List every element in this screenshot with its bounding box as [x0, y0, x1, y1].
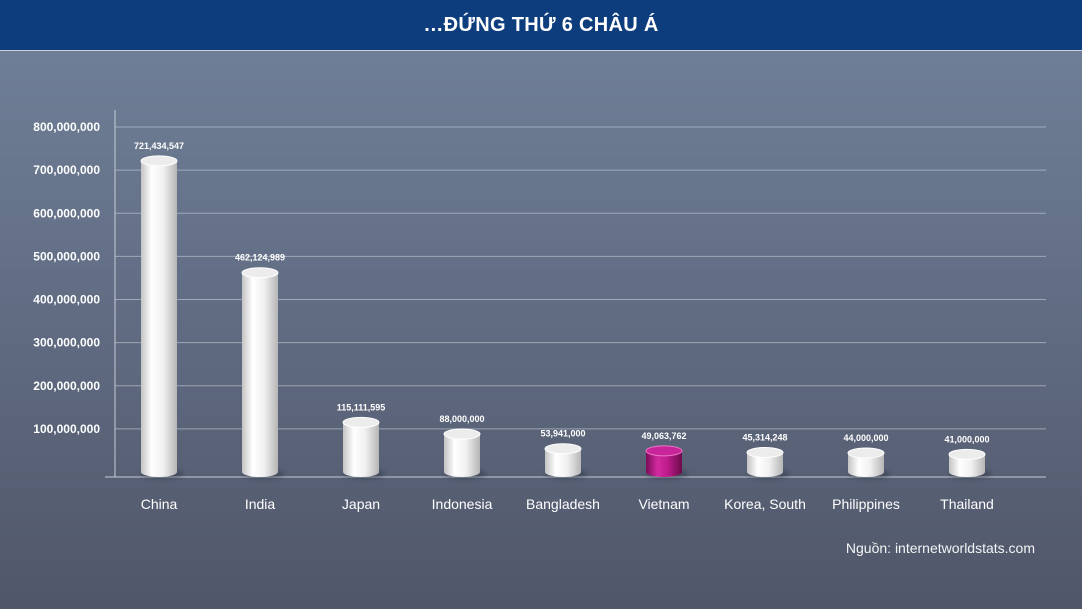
bar-top — [948, 448, 986, 460]
x-tick-label-india: India — [245, 496, 276, 512]
x-tick-label-japan: Japan — [342, 496, 380, 512]
y-tick-label: 700,000,000 — [33, 163, 100, 177]
bar-top — [746, 446, 784, 458]
data-label-korea-south: 45,314,248 — [742, 432, 787, 442]
y-tick-label: 100,000,000 — [33, 422, 100, 436]
bar-body — [444, 434, 480, 472]
y-tick-label: 300,000,000 — [33, 336, 100, 350]
bar-body — [141, 160, 177, 472]
bar-top — [645, 445, 683, 457]
data-label-china: 721,434,547 — [134, 141, 184, 151]
y-tick-label: 800,000,000 — [33, 120, 100, 134]
data-label-vietnam: 49,063,762 — [641, 431, 686, 441]
bar-top — [847, 447, 885, 459]
bar-body — [545, 448, 581, 472]
bar-thailand — [948, 448, 991, 479]
bar-top — [140, 155, 178, 167]
bar-bangladesh — [544, 443, 587, 479]
data-label-indonesia: 88,000,000 — [439, 414, 484, 424]
data-label-thailand: 41,000,000 — [944, 434, 989, 444]
bar-japan — [342, 416, 385, 479]
x-tick-label-indonesia: Indonesia — [432, 496, 493, 512]
x-tick-label-korea-south: Korea, South — [724, 496, 806, 512]
bar-body — [646, 450, 682, 472]
bars — [140, 155, 991, 479]
source-note: Nguồn: internetworldstats.com — [845, 540, 1035, 556]
data-label-bangladesh: 53,941,000 — [540, 429, 585, 439]
header-bar: …ĐỨNG THỨ 6 CHÂU Á — [0, 0, 1082, 51]
bar-body — [343, 422, 379, 472]
bar-india — [241, 267, 284, 479]
bar-top — [544, 443, 582, 455]
bar-top — [342, 416, 380, 428]
data-label-india: 462,124,989 — [235, 253, 285, 263]
bar-china — [140, 155, 183, 479]
y-axis-tick-labels: 100,000,000 200,000,000 300,000,000 400,000… — [33, 120, 100, 436]
x-tick-label-vietnam: Vietnam — [638, 496, 689, 512]
y-tick-label: 600,000,000 — [33, 206, 100, 220]
x-tick-label-bangladesh: Bangladesh — [526, 496, 600, 512]
data-label-philippines: 44,000,000 — [843, 433, 888, 443]
y-tick-label: 200,000,000 — [33, 379, 100, 393]
bar-top — [443, 428, 481, 440]
y-tick-label: 500,000,000 — [33, 249, 100, 263]
data-labels: 721,434,547 462,124,989 115,111,595 88,000,… — [134, 141, 990, 444]
bar-indonesia — [443, 428, 486, 479]
page-title: …ĐỨNG THỨ 6 CHÂU Á — [423, 14, 659, 36]
x-axis-tick-labels: China India Japan Indonesia Bangladesh Vietna… — [141, 496, 994, 512]
bar-philippines — [847, 447, 890, 479]
x-tick-label-philippines: Philippines — [832, 496, 900, 512]
bar-top — [241, 267, 279, 279]
bar-body — [747, 452, 783, 472]
x-tick-label-thailand: Thailand — [940, 496, 994, 512]
bar-body — [242, 272, 278, 472]
bar-korea-south — [746, 446, 789, 479]
data-label-japan: 115,111,595 — [337, 402, 386, 412]
y-tick-label: 400,000,000 — [33, 293, 100, 307]
bar-vietnam — [645, 445, 688, 479]
x-tick-label-china: China — [141, 496, 178, 512]
